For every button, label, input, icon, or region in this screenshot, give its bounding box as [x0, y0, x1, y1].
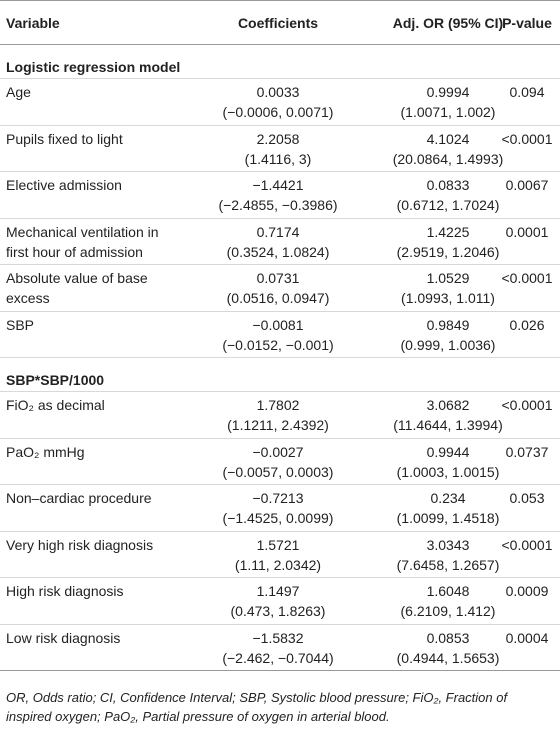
section-title: SBP*SBP/1000 — [6, 372, 105, 388]
data-row: High risk diagnosis 1.1497 (0.473, 1.8263)… — [0, 578, 560, 625]
data-row: Low risk diagnosis −1.5832 (−2.462, −0.704… — [0, 625, 560, 671]
odds-ratio-ci: (20.0864, 1.4993) — [392, 150, 504, 167]
coefficient: −0.0027 — [252, 443, 304, 460]
data-row: Pupils fixed to light 2.2058 (1.4116, 3) 4.… — [0, 126, 560, 172]
data-row: Mechanical ventilation in first hour of … — [0, 219, 560, 265]
coefficient: 0.0731 — [256, 270, 300, 286]
coefficient: 2.2058 — [256, 130, 300, 147]
coefficient-ci: (0.3524, 1.0824) — [226, 243, 330, 260]
odds-ratio: 4.1024 — [426, 130, 470, 147]
odds-ratio-ci: (6.2109, 1.412) — [400, 603, 496, 619]
variable: Elective admission — [6, 177, 122, 193]
variable: Pupils fixed to light — [6, 130, 123, 147]
data-row: Age 0.0033 (−0.0006, 0.0071) 0.9994 (1.0071,… — [0, 79, 560, 126]
variable: Mechanical ventilation in first hour of … — [6, 223, 159, 260]
coefficient-ci: (−0.0057, 0.0003) — [222, 463, 334, 480]
odds-ratio: 0.9849 — [426, 316, 470, 333]
odds-ratio-ci: (1.0099, 1.4518) — [396, 510, 500, 526]
odds-ratio-ci: (1.0071, 1.002) — [400, 104, 496, 120]
p-value: 0.0001 — [505, 223, 549, 240]
variable: FiO₂ as decimal — [6, 397, 105, 413]
coefficient: 1.7802 — [256, 397, 300, 413]
odds-ratio: 3.0682 — [426, 397, 470, 413]
coefficient: 0.0033 — [256, 84, 300, 100]
odds-ratio: 0.9994 — [426, 84, 470, 100]
section-row: SBP*SBP/1000 — [0, 358, 560, 392]
odds-ratio: 1.0529 — [426, 270, 470, 286]
variable: Non–cardiac procedure — [6, 490, 152, 506]
data-row: Non–cardiac procedure −0.7213 (−1.4525, 0.… — [0, 485, 560, 532]
odds-ratio: 3.0343 — [426, 536, 470, 553]
data-row: Elective admission −1.4421 (−2.4855, −0.39… — [0, 172, 560, 219]
coefficient-ci: (1.4116, 3) — [244, 150, 312, 167]
variable: SBP — [6, 316, 35, 333]
p-value: 0.053 — [509, 490, 545, 506]
odds-ratio-ci: (2.9519, 1.2046) — [396, 243, 500, 260]
header-cell: Adj. OR (95% CI) — [392, 15, 504, 31]
coefficient: 1.5721 — [256, 536, 300, 553]
section-title: Logistic regression model — [6, 59, 181, 75]
p-value: <0.0001 — [501, 397, 553, 413]
p-value: 0.0004 — [505, 629, 549, 646]
p-value: 0.0067 — [505, 177, 549, 193]
data-row: FiO₂ as decimal 1.7802 (1.1211, 2.4392) 3.0… — [0, 392, 560, 439]
data-row: PaO₂ mmHg −0.0027 (−0.0057, 0.0003) 0.9944 (… — [0, 439, 560, 485]
odds-ratio: 0.0853 — [426, 629, 470, 646]
odds-ratio-ci: (0.4944, 1.5653) — [396, 649, 500, 666]
coefficient-ci: (0.473, 1.8263) — [230, 603, 326, 619]
coefficient: −1.4421 — [252, 177, 304, 193]
data-row: Absolute value of base excess 0.0731 (0.05… — [0, 265, 560, 312]
coefficient: 1.1497 — [256, 583, 300, 599]
odds-ratio-ci: (7.6458, 1.2657) — [396, 556, 500, 573]
variable: Absolute value of base excess — [6, 270, 148, 306]
odds-ratio: 1.4225 — [426, 223, 470, 240]
p-value: 0.0737 — [505, 443, 549, 460]
coefficient-ci: (1.1211, 2.4392) — [227, 417, 329, 433]
coefficient: −0.7213 — [252, 490, 304, 506]
p-value: 0.0009 — [505, 583, 549, 599]
variable: High risk diagnosis — [6, 583, 124, 599]
p-value: 0.026 — [509, 316, 545, 333]
coefficient-ci: (−2.4855, −0.3986) — [218, 197, 338, 213]
coefficient: 0.7174 — [256, 223, 300, 240]
p-value: <0.0001 — [501, 270, 553, 286]
p-value: <0.0001 — [501, 536, 553, 553]
coefficient-ci: (−0.0152, −0.001) — [222, 336, 334, 353]
coefficient-ci: (−0.0006, 0.0071) — [222, 104, 334, 120]
section-row: Logistic regression model — [0, 45, 560, 79]
header-cell: P-value — [502, 15, 552, 31]
variable: Age — [6, 84, 31, 100]
odds-ratio-ci: (0.6712, 1.7024) — [396, 197, 500, 213]
odds-ratio: 1.6048 — [426, 583, 470, 599]
coefficient-ci: (1.11, 2.0342) — [234, 556, 322, 573]
data-row: SBP −0.0081 (−0.0152, −0.001) 0.9849 (0.999,… — [0, 312, 560, 358]
data-row: Very high risk diagnosis 1.5721 (1.11, 2.0… — [0, 532, 560, 578]
p-value: 0.094 — [509, 84, 545, 100]
coefficient-ci: (−2.462, −0.7044) — [222, 649, 334, 666]
header-row: Variable Coefficients Adj. OR (95% CI) P-va… — [0, 0, 560, 45]
odds-ratio-ci: (1.0993, 1.011) — [401, 290, 495, 306]
coefficient: −1.5832 — [252, 629, 304, 646]
coefficient-ci: (0.0516, 0.0947) — [226, 290, 330, 306]
odds-ratio-ci: (11.4644, 1.3994) — [393, 417, 503, 433]
variable: Very high risk diagnosis — [6, 536, 154, 553]
variable: PaO₂ mmHg — [6, 443, 85, 460]
odds-ratio: 0.0833 — [426, 177, 470, 193]
header-cell: Coefficients — [237, 15, 319, 31]
odds-ratio: 0.9944 — [426, 443, 470, 460]
odds-ratio-ci: (1.0003, 1.0015) — [396, 463, 500, 480]
footnote: OR, Odds ratio; CI, Confidence Interval;… — [6, 690, 508, 724]
variable: Low risk diagnosis — [6, 629, 121, 646]
header-cell: Variable — [6, 15, 60, 31]
coefficient-ci: (−1.4525, 0.0099) — [222, 510, 334, 526]
odds-ratio: 0.234 — [430, 490, 466, 506]
odds-ratio-ci: (0.999, 1.0036) — [400, 336, 496, 353]
p-value: <0.0001 — [501, 130, 553, 147]
coefficient: −0.0081 — [252, 316, 304, 333]
